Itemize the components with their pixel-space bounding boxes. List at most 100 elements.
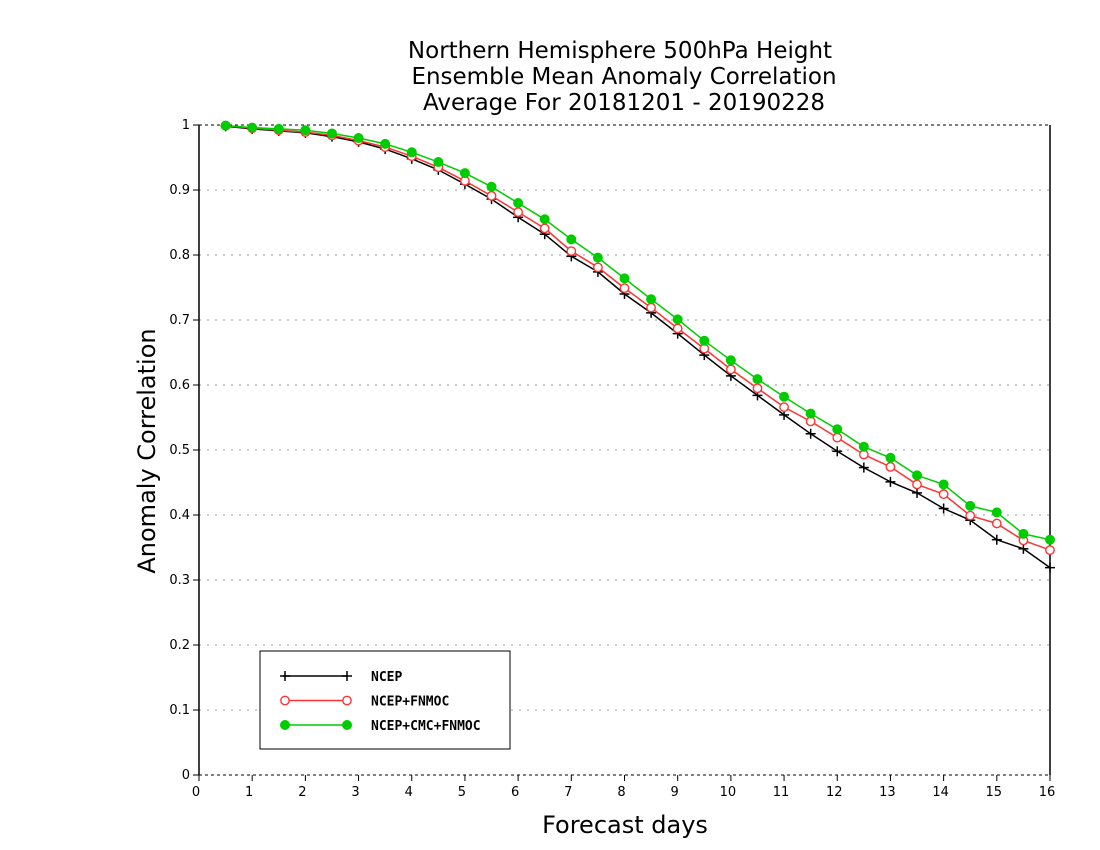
y-tick-label-7: 0.7 [169,313,190,328]
point-1-14 [593,262,603,273]
point-2-20 [752,374,763,385]
point-1-29 [991,518,1002,529]
point-2-23 [832,424,843,435]
chart-title: Northern Hemisphere 500hPa Height Ensemb… [408,38,837,116]
point-1-10 [486,190,497,201]
point-2-6 [380,138,391,149]
point-0-22 [805,428,816,439]
y-tick-label-3: 0.3 [169,573,190,588]
series-1 [220,120,1055,555]
point-2-7 [406,147,417,158]
point-1-31 [1045,545,1055,555]
series-line-0 [225,125,1051,569]
point-2-25 [885,452,896,463]
legend-marker-left-1 [280,695,290,706]
title-line-2: Ensemble Mean Anomaly Correlation [411,64,836,90]
point-2-9 [459,168,470,179]
series-line-1 [225,124,1051,551]
point-0-29 [991,534,1002,545]
y-tick-label-8: 0.8 [169,248,190,263]
point-1-23 [832,432,843,443]
legend-label-0: NCEP [371,670,402,685]
series-lines [220,120,1055,573]
y-axis-label: Anomaly Correlation [133,328,161,573]
point-2-4 [326,128,337,139]
point-2-31 [1045,534,1055,545]
x-tick-label-11: 11 [773,785,790,800]
point-1-16 [646,302,656,313]
legend-marker-right-1 [342,695,352,706]
legend-item-1: NCEP+FNMOC [280,695,449,710]
title-line-3: Average For 20181201 - 20190228 [423,90,825,116]
y-tick-label-9: 0.9 [169,183,190,198]
legend-marker-left-2 [280,720,290,730]
point-1-12 [539,223,550,234]
legend-marker-right-0 [342,671,352,681]
legend: NCEP NCEP+FNMOC NCEP+CMC+FNMOC [259,650,511,750]
point-2-21 [779,391,790,402]
point-1-28 [965,510,976,521]
point-2-8 [433,157,444,168]
x-tick-label-1: 1 [245,785,253,800]
point-0-25 [885,476,896,487]
x-tick-label-2: 2 [298,785,306,800]
point-1-25 [885,461,896,472]
point-2-13 [566,234,577,245]
x-tick-label-3: 3 [351,785,359,800]
legend-marker-left-0 [280,671,290,681]
point-2-16 [646,294,657,305]
y-tick-label-6: 0.6 [169,378,190,393]
point-1-19 [725,364,736,375]
point-2-29 [991,507,1002,518]
point-2-1 [247,122,258,133]
point-2-27 [938,479,949,490]
point-1-27 [938,489,949,500]
x-tick-label-5: 5 [458,785,466,800]
x-tick-label-6: 6 [511,785,519,800]
point-2-0 [220,120,231,131]
point-0-30 [1018,543,1029,554]
point-2-11 [513,198,524,208]
y-tick-label-5: 0.5 [169,443,190,458]
point-1-20 [752,383,763,394]
x-tick-label-15: 15 [986,785,1003,800]
point-2-18 [699,335,710,346]
point-1-17 [672,323,683,334]
point-1-26 [912,479,922,490]
legend-item-0: NCEP [280,670,402,685]
y-tick-label-4: 0.4 [169,508,190,523]
point-2-17 [672,314,683,325]
gridlines [199,124,1050,776]
y-tick-label-2: 0.2 [169,638,190,653]
point-1-15 [619,283,630,294]
point-2-14 [592,252,603,263]
point-1-21 [779,402,789,412]
x-tick-label-16: 16 [1039,785,1056,800]
point-2-26 [912,470,923,481]
legend-marker-right-2 [342,720,352,730]
tick-labels: 00.10.20.30.40.50.60.70.80.910 1 2 3 4 5 6 7 8 9 1… [169,118,1055,800]
point-0-23 [832,446,843,457]
point-2-30 [1018,528,1029,539]
point-1-11 [513,207,524,218]
axes [193,124,1051,781]
x-tick-label-4: 4 [405,785,413,800]
x-tick-label-8: 8 [617,785,625,800]
point-0-26 [912,487,923,498]
x-tick-label-7: 7 [564,785,572,800]
series-line-2 [225,124,1051,541]
x-tick-label-9: 9 [671,785,679,800]
point-2-5 [353,133,364,143]
x-axis-label: Forecast days [542,811,708,839]
point-2-3 [300,125,311,136]
y-tick-label-1: 0.1 [169,703,190,718]
series-2 [220,120,1055,545]
x-tick-label-0: 0 [192,785,200,800]
x-tick-label-12: 12 [826,785,843,800]
point-0-27 [938,503,949,514]
x-tick-label-10: 10 [720,785,737,800]
series-0 [220,121,1055,573]
legend-item-2: NCEP+CMC+FNMOC [280,719,481,734]
point-2-22 [805,408,816,419]
